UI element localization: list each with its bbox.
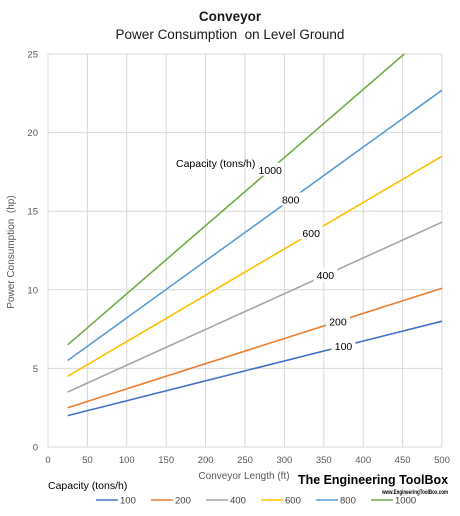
line-label-200: 200 — [329, 316, 347, 328]
chart-subtitle: Power Consumption on Level Ground — [116, 27, 345, 42]
line-labels: 100 200 400 600 800 1000 — [258, 162, 356, 353]
series-line-100 — [67, 320, 443, 417]
legend-label-1000: 1000 — [395, 496, 416, 507]
line-label-background — [258, 162, 283, 176]
y-axis-title: Power Consumption (hp) — [6, 195, 17, 308]
line-label-600: 600 — [302, 228, 320, 240]
legend: 100 200 400 600 800 1000 — [96, 496, 416, 507]
series-line-200 — [67, 287, 443, 409]
series-line-1000 — [67, 53, 405, 346]
brand-logo: The Engineering ToolBox www.EngineeringT… — [298, 472, 449, 496]
x-tick-label: 100 — [119, 455, 135, 466]
legend-label-400: 400 — [230, 496, 246, 507]
x-tick-label: 150 — [158, 455, 174, 466]
y-tick-label: 5 — [33, 364, 38, 375]
line-label-background — [313, 268, 338, 282]
brand-url: www.EngineeringToolBox.com — [381, 489, 448, 496]
brand-name: The Engineering ToolBox — [298, 472, 449, 487]
series-line-800 — [67, 89, 443, 362]
line-label-background — [325, 314, 350, 328]
x-tick-label: 0 — [45, 455, 50, 466]
x-tick-label: 300 — [276, 455, 292, 466]
x-axis-title: Conveyor Length (ft) — [198, 471, 289, 482]
series-lines — [67, 53, 443, 417]
y-tick-label: 20 — [27, 128, 38, 139]
x-tick-label: 50 — [82, 455, 93, 466]
x-tick-label: 200 — [198, 455, 214, 466]
line-label-100: 100 — [335, 341, 353, 353]
y-tick-label: 15 — [27, 207, 38, 218]
tick-labels: 0 50 100 150 200 250 300 350 400 450 500 0 5 10 15 20 25 — [27, 50, 450, 467]
capacity-annotation-title: Capacity (tons/h) — [176, 158, 255, 170]
x-tick-label: 250 — [237, 455, 253, 466]
y-tick-label: 10 — [27, 285, 38, 296]
y-tick-label: 25 — [27, 50, 38, 61]
line-label-background — [278, 192, 303, 206]
legend-label-600: 600 — [285, 496, 301, 507]
legend-label-200: 200 — [175, 496, 191, 507]
line-label-1000: 1000 — [259, 165, 283, 177]
x-tick-label: 400 — [355, 455, 371, 466]
series-line-600 — [67, 155, 443, 377]
y-tick-label: 0 — [33, 443, 38, 454]
x-tick-label: 450 — [395, 455, 411, 466]
grid — [47, 53, 443, 448]
legend-label-800: 800 — [340, 496, 356, 507]
series-line-400 — [67, 221, 443, 393]
line-label-800: 800 — [282, 194, 300, 206]
legend-title: Capacity (tons/h) — [48, 480, 127, 492]
x-tick-label: 500 — [434, 455, 450, 466]
x-tick-label: 350 — [316, 455, 332, 466]
chart-title: Conveyor — [199, 9, 262, 24]
line-label-background — [331, 339, 356, 353]
legend-label-100: 100 — [120, 496, 136, 507]
line-label-background — [299, 226, 324, 240]
line-label-400: 400 — [317, 270, 335, 282]
